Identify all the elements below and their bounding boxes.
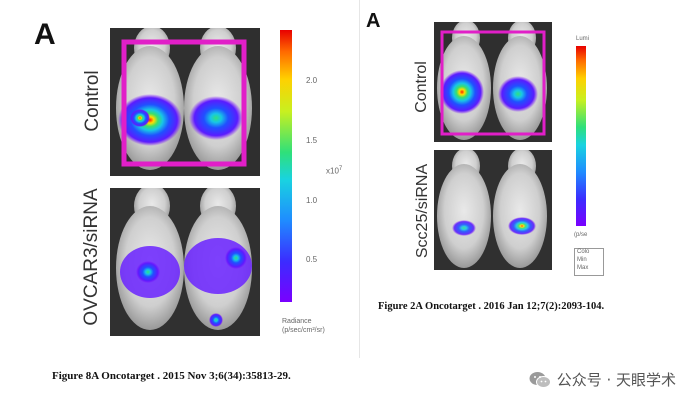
group-label-treatment: OVCAR3/siRNA <box>81 188 102 326</box>
legend-line: Colo <box>577 249 590 255</box>
watermark-text: 公众号 · 天眼学术 <box>556 371 676 389</box>
colorbar-legend-box: Colo Min Max <box>574 248 604 276</box>
left-figure-panel: A Control OVCAR3/siRNA <box>34 18 343 382</box>
colorbar-exponent: x107 <box>326 166 342 176</box>
colorbar-exponent-power: 7 <box>338 166 343 172</box>
colorbar-tick: 0.5 <box>306 255 318 264</box>
group-label-control: Control <box>413 61 430 113</box>
colorbar-tick: 1.0 <box>306 196 318 205</box>
mouse-image-treatment <box>434 150 552 270</box>
legend-line: Min <box>577 257 587 263</box>
watermark: 公众号 · 天眼学术 <box>529 369 676 390</box>
luminescence-colorbar <box>576 46 586 226</box>
panel-divider <box>359 0 360 358</box>
wechat-icon <box>529 371 551 389</box>
colorbar-exponent-base: x10 <box>326 166 339 176</box>
colorbar-tick: 1.5 <box>306 136 318 145</box>
colorbar-tick: 2.0 <box>306 76 318 85</box>
figure-caption: Figure 8A Oncotarget . 2015 Nov 3;6(34):… <box>52 370 291 382</box>
figure-caption: Figure 2A Oncotarget . 2016 Jan 12;7(2):… <box>378 301 605 312</box>
colorbar-title: Lumi <box>576 36 590 42</box>
mouse-image-control <box>110 28 260 176</box>
group-label-control: Control <box>82 70 103 132</box>
mouse-image-treatment <box>110 188 260 336</box>
colorbar-title: Radiance <box>282 318 312 325</box>
radiance-colorbar <box>280 30 292 302</box>
colorbar-unit: (p/sec/cm²/sr) <box>282 327 325 334</box>
colorbar-unit: (p/se <box>574 232 588 238</box>
right-figure-panel: A Control Scc25/siRNA Lumi (p/se <box>362 0 662 402</box>
legend-line: Max <box>577 265 589 271</box>
panel-letter: A <box>34 18 56 51</box>
group-label-treatment: Scc25/siRNA <box>414 163 431 259</box>
mouse-image-control <box>434 22 552 142</box>
panel-letter: A <box>366 10 381 32</box>
